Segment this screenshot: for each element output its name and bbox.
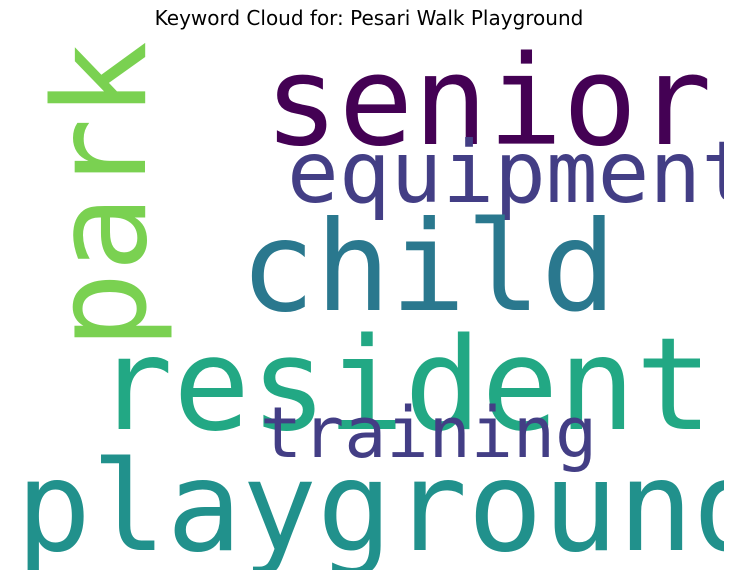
word-park: park: [27, 40, 176, 350]
word-equipment: equipment: [287, 123, 724, 223]
word-cloud: senior equipment child resident training…: [14, 40, 724, 570]
word-resident: resident: [96, 311, 713, 460]
word-child: child: [240, 195, 617, 340]
word-playground: playground: [16, 435, 724, 570]
page-title: Keyword Cloud for: Pesari Walk Playgroun…: [154, 6, 584, 30]
word-training: training: [260, 392, 598, 474]
word-senior: senior: [264, 40, 712, 174]
